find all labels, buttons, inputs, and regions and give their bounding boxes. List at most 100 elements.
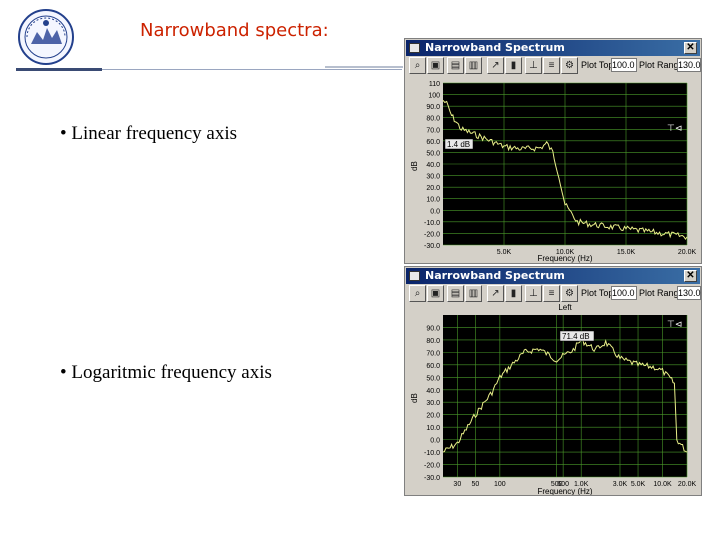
y-tick-label: 20.0 [426,413,440,420]
plot-top-input[interactable]: 100.0 [611,286,637,300]
zoom-icon[interactable]: ⌕ [409,57,426,74]
x-tick-label: 50 [471,481,479,488]
narrowband-window-log: Narrowband Spectrum ✕ ⌕ ▣ ▤ ▥ ↗ ▮ ⊥ ≡ ⚙ … [404,266,702,496]
list-icon[interactable]: ≡ [543,57,560,74]
y-tick-label: 20.0 [426,185,440,192]
zoom-icon[interactable]: ⌕ [409,285,426,302]
list-icon[interactable]: ≡ [543,285,560,302]
window-title: Narrowband Spectrum [425,41,565,54]
bars-icon[interactable]: ▮ [505,285,522,302]
y-tick-label: 50.0 [426,150,440,157]
y-tick-label: 90.0 [426,325,440,332]
x-axis-label: Frequency (Hz) [537,487,592,495]
cursor-readout: 1.4 dB [447,140,470,149]
y-tick-label: -10.0 [424,450,440,457]
cursor-readout-box [559,330,595,342]
x-tick-label: 100 [494,481,506,488]
x-tick-label: 500 [551,481,563,488]
y-tick-label: 80.0 [426,338,440,345]
y-tick-label: 10.0 [426,197,440,204]
x-tick-label: 5.0K [631,481,646,488]
x-tick-label: 5.0K [497,249,512,256]
x-tick-label: 600 [557,481,569,488]
app-icon [409,43,420,53]
y-tick-label: 70.0 [426,350,440,357]
title-underline-right [325,66,403,68]
y-tick-label: 60.0 [426,363,440,370]
title-underline [16,68,102,71]
y-tick-label: 0.0 [430,438,440,445]
y-tick-label: 30.0 [426,174,440,181]
y-tick-label: 40.0 [426,388,440,395]
y-tick-label: 30.0 [426,400,440,407]
y-tick-label: 40.0 [426,162,440,169]
spectrum-chart-linear: 110 100 90.0 80.0 70.0 60.0 50.0 40.0 30.0 20.0 10… [405,75,701,263]
app-icon [409,271,420,281]
title-underline-thin [102,69,402,70]
window-titlebar: Narrowband Spectrum ✕ [406,268,700,284]
plot-range-input[interactable]: 130.0 [677,286,701,300]
toolbar: ⌕ ▣ ▤ ▥ ↗ ▮ ⊥ ≡ ⚙ Plot Top: 100.0 Plot R… [407,285,701,303]
y-axis-label: dB [410,393,419,403]
paste-icon[interactable]: ▥ [465,57,482,74]
bullet-linear-axis: • Linear frequency axis [60,123,238,144]
x-tick-label: 20.0K [678,249,697,256]
plot-range-label: Plot Range: [639,60,687,70]
y-tick-label: 60.0 [426,139,440,146]
y-tick-label: 10.0 [426,425,440,432]
y-tick-label: 110 [429,81,440,88]
plot-top-input[interactable]: 100.0 [611,58,637,72]
x-tick-label: 10.0K [556,249,575,256]
y-axis-label: dB [410,161,419,171]
paste-icon[interactable]: ▥ [465,285,482,302]
y-tick-label: 70.0 [426,127,440,134]
toolbar: ⌕ ▣ ▤ ▥ ↗ ▮ ⊥ ≡ ⚙ Plot Top: 100.0 Plot R… [407,57,701,75]
x-tick-label: 20.0K [678,481,697,488]
cursor-icon[interactable]: ↗ [487,57,504,74]
narrowband-window-linear: Narrowband Spectrum ✕ ⌕ ▣ ▤ ▥ ↗ ▮ ⊥ ≡ ⚙ … [404,38,702,264]
marker-icon[interactable]: ⊤⊲ [667,320,682,330]
y-tick-label: -30.0 [424,475,440,482]
x-tick-label: 10.0K [653,481,672,488]
cursor-readout-box [444,138,474,150]
bars-icon[interactable]: ▮ [505,57,522,74]
plot-top-label: Plot Top: [581,288,616,298]
bullet-log-axis: • Logaritmic frequency axis [60,362,272,383]
marker-icon[interactable]: ⊤⊲ [667,124,682,134]
y-tick-label: 80.0 [426,116,440,123]
y-tick-label: 0.0 [430,208,440,215]
spectrum-trace [442,99,688,240]
y-tick-label: 50.0 [426,375,440,382]
x-tick-label: 15.0K [617,249,636,256]
y-tick-label: 100 [428,93,440,100]
settings-icon[interactable]: ⚙ [561,285,578,302]
zoom-out-icon[interactable]: ▣ [427,57,444,74]
cursor-readout: 71.4 dB [562,332,590,341]
spectrum-trace [442,337,688,453]
peak-icon[interactable]: ⊥ [525,285,542,302]
y-tick-label: -20.0 [424,231,440,238]
x-axis-label: Frequency (Hz) [537,254,592,263]
copy-icon[interactable]: ▤ [447,57,464,74]
x-tick-label: 30 [453,481,461,488]
settings-icon[interactable]: ⚙ [561,57,578,74]
y-tick-label: 90.0 [426,104,440,111]
zoom-out-icon[interactable]: ▣ [427,285,444,302]
x-tick-label: 1.0K [574,481,589,488]
y-tick-label: -30.0 [424,243,440,250]
channel-label: Left [558,303,572,312]
close-button[interactable]: ✕ [684,42,697,54]
y-tick-label: -20.0 [424,463,440,470]
cursor-icon[interactable]: ↗ [487,285,504,302]
spectrum-chart-log: Left 90.0 80.0 70.0 60.0 50.0 40.0 30.0 20.0 10.… [405,303,701,495]
x-tick-label: 3.0K [613,481,628,488]
window-titlebar: Narrowband Spectrum ✕ [406,40,700,56]
plot-range-label: Plot Range: [639,288,687,298]
copy-icon[interactable]: ▤ [447,285,464,302]
plot-range-input[interactable]: 130.0 [677,58,701,72]
close-button[interactable]: ✕ [684,270,697,282]
slide-title: Narrowband spectra: [140,20,329,41]
window-title: Narrowband Spectrum [425,269,565,282]
peak-icon[interactable]: ⊥ [525,57,542,74]
y-tick-label: -10.0 [424,220,440,227]
